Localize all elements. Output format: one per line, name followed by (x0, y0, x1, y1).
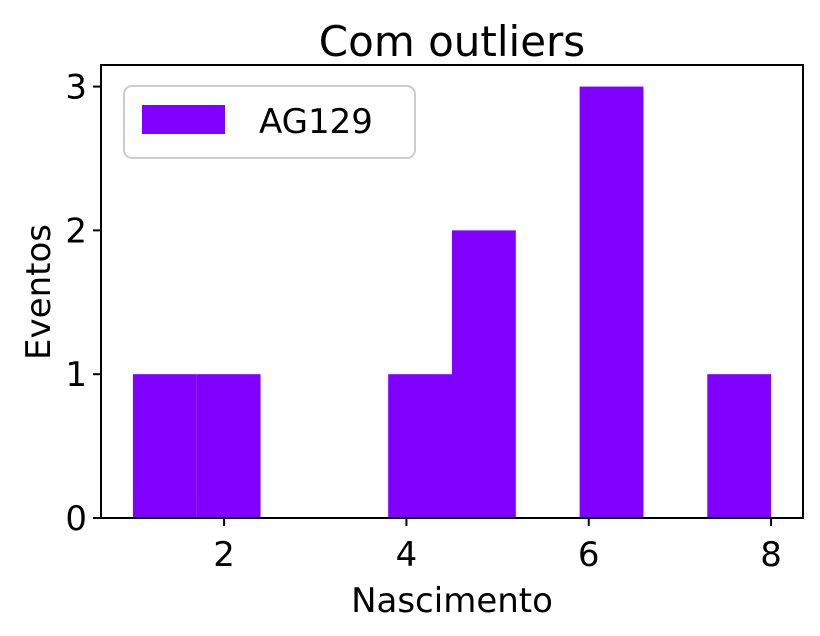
x-tick-label: 8 (760, 535, 782, 575)
x-axis-label: Nascimento (351, 581, 553, 621)
x-tick-label: 6 (578, 535, 600, 575)
y-tick-label: 3 (65, 68, 87, 108)
histogram-bar (388, 374, 452, 518)
plot-frame (100, 64, 804, 519)
y-axis: 0 1 2 3 (65, 68, 101, 539)
y-tick-label: 0 (65, 499, 87, 539)
legend-label: AG129 (259, 102, 373, 142)
legend-box (123, 85, 416, 159)
x-tick-label: 4 (396, 535, 418, 575)
bars-group (132, 86, 772, 519)
y-tick-label: 2 (65, 211, 87, 251)
histogram-bar (707, 374, 772, 518)
x-tick-label: 2 (213, 535, 235, 575)
y-tick-label: 1 (65, 355, 87, 395)
histogram-bar (132, 374, 197, 518)
y-axis-label: Eventos (19, 224, 59, 360)
legend-swatch (142, 105, 225, 134)
chart-title: Com outliers (319, 17, 585, 66)
histogram-bar (196, 374, 261, 518)
histogram-bar (452, 230, 516, 518)
legend: AG129 (123, 85, 416, 159)
x-axis: 2 4 6 8 (213, 518, 782, 575)
histogram-bar (579, 86, 644, 519)
